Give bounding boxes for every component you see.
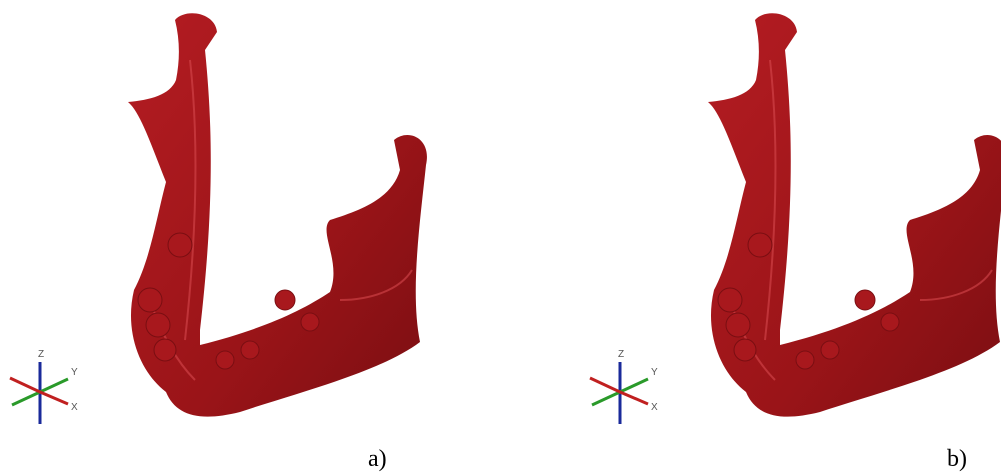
axis-label: Y [651,367,658,378]
panel-b: Z Y X b) [590,13,1001,472]
axis-triad [590,362,648,424]
axis-label: X [71,402,78,413]
axis-label: Z [618,349,624,360]
axis-label: X [651,402,658,413]
mandible-render [128,13,427,416]
panel-label: a) [368,446,387,472]
mandible-render [708,13,1001,416]
axis-triad [10,362,68,424]
panel-a: Z Y X a) [10,13,427,472]
axis-label: Z [38,349,44,360]
figure: Z Y X a) Z Y X b) [0,0,1001,474]
panel-label: b) [947,446,967,472]
axis-label: Y [71,367,78,378]
